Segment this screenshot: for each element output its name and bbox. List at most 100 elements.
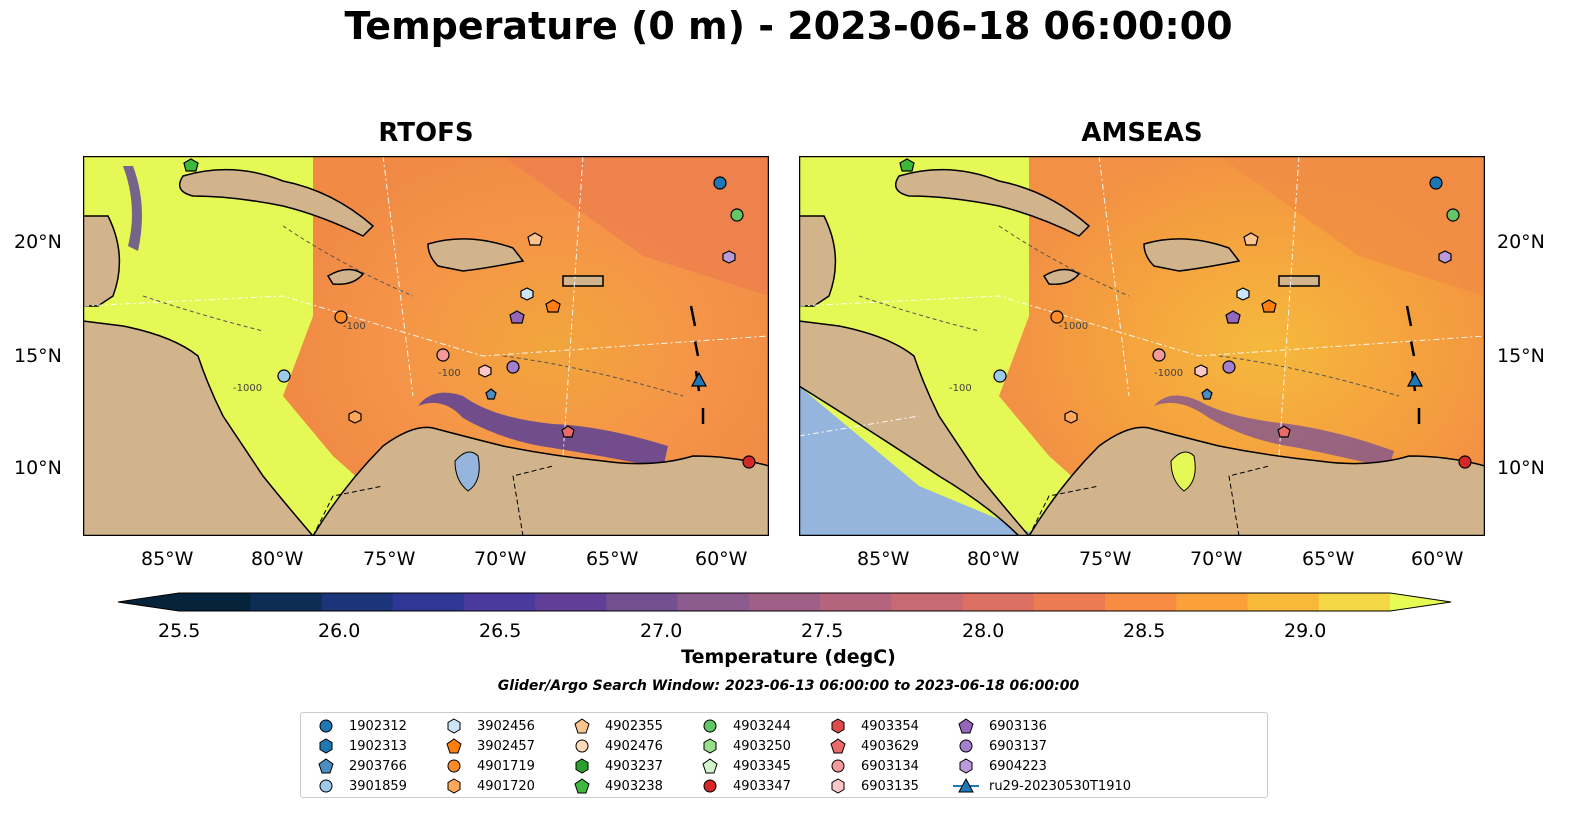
float-marker-4901720[interactable] [1064, 410, 1078, 424]
float-marker-3902457[interactable] [1261, 299, 1277, 313]
legend-label: 6903136 [989, 718, 1047, 734]
float-marker-2903766[interactable] [485, 388, 497, 400]
lat-tick-label: 15°N [14, 345, 62, 367]
colorbar-segment [179, 593, 251, 611]
legend-label: 6903135 [861, 778, 919, 794]
eez-boundaries [83, 156, 769, 457]
colorbar-tick-label: 25.5 [158, 620, 201, 642]
float-marker-3901859[interactable] [277, 369, 291, 383]
float-marker-6903134[interactable] [436, 348, 450, 362]
upwelling-cold-band [418, 392, 668, 468]
ocean-atlantic [1219, 156, 1485, 296]
legend-item-3901859: 3901859 [313, 776, 407, 796]
float-marker-3902456[interactable] [1236, 287, 1250, 301]
float-marker-4901719[interactable] [1050, 310, 1064, 324]
pentagon-marker-icon [574, 778, 590, 794]
colorbar-segment [1247, 593, 1320, 611]
legend-item-4903347: 4903347 [697, 776, 791, 796]
eez-boundaries [799, 156, 1485, 457]
legend-item-4903250: 4903250 [697, 736, 791, 756]
float-marker-4903238[interactable] [183, 158, 199, 172]
contour-label: -100 [343, 321, 366, 332]
country-borders [312, 465, 554, 536]
lon-tick-label: 70°W [1190, 548, 1243, 570]
map-frame [83, 156, 769, 536]
colorbar-segment [1105, 593, 1177, 611]
float-marker-6904223[interactable] [722, 250, 736, 264]
colorbar-segment [321, 593, 394, 611]
legend-label: 1902313 [349, 738, 407, 754]
float-marker-6903136[interactable] [509, 310, 525, 324]
float-marker-4901719[interactable] [334, 310, 348, 324]
float-marker-4903238[interactable] [899, 158, 915, 172]
float-marker-3902456[interactable] [520, 287, 534, 301]
float-marker-4901720[interactable] [348, 410, 362, 424]
legend-item-1902313: 1902313 [313, 736, 407, 756]
float-marker-1902312[interactable] [1429, 176, 1443, 190]
legend-item-4902476: 4902476 [569, 736, 663, 756]
float-markers [899, 158, 1472, 469]
lon-tick-label: 65°W [1302, 548, 1355, 570]
hexagon-marker-icon [703, 738, 717, 754]
glider-marker-ru29[interactable] [1406, 371, 1424, 387]
land-central-america [83, 320, 314, 536]
ocean-atlantic [503, 156, 769, 296]
lon-tick-label: 75°W [363, 548, 416, 570]
legend-item-6903137: 6903137 [953, 736, 1047, 756]
contour-label: -100 [949, 383, 972, 394]
land-hispaniola [1143, 238, 1241, 272]
legend-item-2903766: 2903766 [313, 756, 407, 776]
colorbar-segment [250, 593, 323, 611]
colorbar-segment [1318, 593, 1391, 611]
circle-marker-icon [703, 779, 717, 793]
float-marker-6903134[interactable] [1152, 348, 1166, 362]
pentagon-marker-icon [830, 738, 846, 754]
float-marker-6904223[interactable] [1438, 250, 1452, 264]
colorbar-tick-label: 28.0 [962, 620, 1005, 642]
land-south-america [1028, 426, 1485, 536]
colorbar [117, 592, 1452, 612]
float-marker-4903244[interactable] [730, 208, 744, 222]
hexagon-marker-icon [447, 778, 461, 794]
legend-label: ru29-20230530T1910 [989, 778, 1132, 794]
legend-label: 4902355 [605, 718, 663, 734]
glider-marker-ru29[interactable] [690, 371, 708, 387]
legend-item-1902312: 1902312 [313, 716, 407, 736]
float-marker-6903137[interactable] [1222, 360, 1236, 374]
legend-item-4903244: 4903244 [697, 716, 791, 736]
float-marker-4903629[interactable] [561, 425, 575, 438]
legend-label: 3902456 [477, 718, 535, 734]
float-marker-4903629[interactable] [1277, 425, 1291, 438]
float-marker-4902355[interactable] [527, 232, 543, 246]
float-marker-2903766[interactable] [1201, 388, 1213, 400]
legend-label: 4903345 [733, 758, 791, 774]
colorbar-tick-label: 27.0 [640, 620, 683, 642]
ocean-pacific [799, 386, 1039, 536]
colorbar-segment [677, 593, 750, 611]
float-marker-4903347[interactable] [1458, 455, 1472, 469]
float-marker-3902457[interactable] [545, 299, 561, 313]
map-panel-rtofs: -100 -1000 -100 [83, 156, 769, 536]
float-marker-6903136[interactable] [1225, 310, 1241, 324]
country-borders [1028, 465, 1270, 536]
float-marker-6903137[interactable] [506, 360, 520, 374]
hexagon-marker-icon [319, 738, 333, 754]
float-marker-4903244[interactable] [1446, 208, 1460, 222]
circle-marker-icon [703, 719, 717, 733]
float-marker-4903347[interactable] [742, 455, 756, 469]
contour-label: -1000 [1059, 321, 1088, 332]
float-marker-4902355[interactable] [1243, 232, 1259, 246]
lon-tick-label: 60°W [695, 548, 748, 570]
float-marker-1902312[interactable] [713, 176, 727, 190]
colorbar-segment [392, 593, 465, 611]
legend-label: 3902457 [477, 738, 535, 754]
contour-label: -1000 [1154, 368, 1183, 379]
legend-item-6903136: 6903136 [953, 716, 1047, 736]
legend-label: 4903238 [605, 778, 663, 794]
legend-item-4903345: 4903345 [697, 756, 791, 776]
float-marker-6903135[interactable] [478, 364, 492, 378]
legend-item-6903135: 6903135 [825, 776, 919, 796]
float-marker-6903135[interactable] [1194, 364, 1208, 378]
pentagon-marker-icon [702, 758, 718, 774]
float-marker-3901859[interactable] [993, 369, 1007, 383]
